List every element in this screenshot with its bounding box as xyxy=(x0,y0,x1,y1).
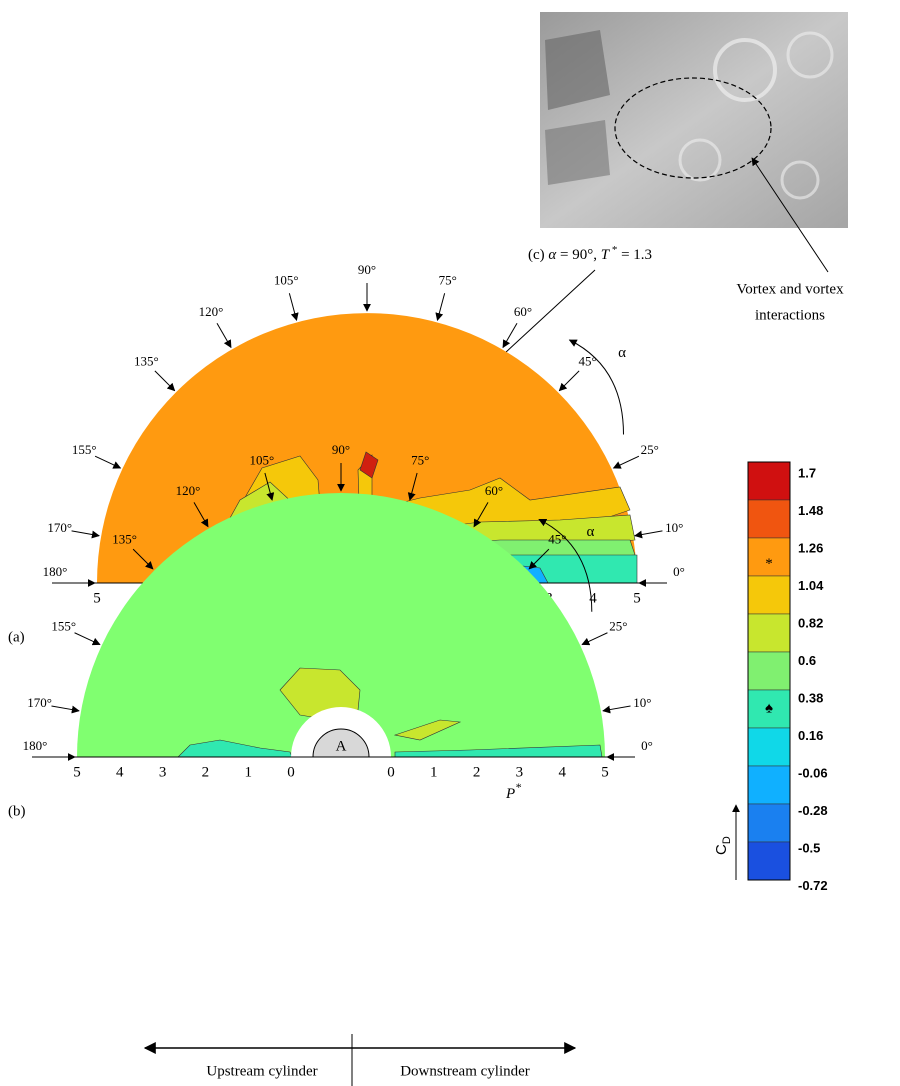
colorbar-band xyxy=(748,462,790,500)
upstream-label: Upstream cylinder xyxy=(206,1063,317,1079)
p-tick-label: 0 xyxy=(287,764,295,780)
angle-label: 25° xyxy=(641,442,659,457)
angle-label: 0° xyxy=(673,564,685,579)
p-tick-label: 5 xyxy=(73,764,81,780)
angle-label: 60° xyxy=(485,483,503,498)
colorbar-title: C xyxy=(713,844,730,855)
p-tick-label: 1 xyxy=(244,764,252,780)
p-tick-label: 4 xyxy=(116,764,124,780)
p-axis-sup: * xyxy=(515,780,521,794)
angle-label: 60° xyxy=(514,304,532,319)
angle-arrow xyxy=(75,633,100,645)
angle-arrow xyxy=(614,456,639,468)
angle-label: 155° xyxy=(51,619,76,634)
angle-label: 170° xyxy=(47,520,72,535)
figure: Vortex and vortex interactions (c) α = 9… xyxy=(0,0,900,1086)
angle-label: 135° xyxy=(112,532,137,547)
colorbar-title: CD xyxy=(713,836,733,855)
angle-arrow xyxy=(635,531,663,536)
colorbar-label: 0.38 xyxy=(798,690,823,705)
colorbar-label: 0.6 xyxy=(798,653,816,668)
p-tick-label: 3 xyxy=(159,764,167,780)
p-tick-label: 0 xyxy=(387,764,395,780)
angle-arrow xyxy=(559,371,579,391)
angle-label: 120° xyxy=(199,304,224,319)
angle-arrow xyxy=(95,456,120,468)
colorbar-sub: D xyxy=(721,836,733,844)
colorbar-band xyxy=(748,728,790,766)
annotation: Vortex and vortex xyxy=(736,281,844,297)
angle-label: 90° xyxy=(358,262,376,277)
angle-label: 180° xyxy=(43,564,68,579)
colorbar-label: 1.04 xyxy=(798,578,824,593)
angle-label: 25° xyxy=(609,619,627,634)
colorbar-band xyxy=(748,614,790,652)
angle-arrow xyxy=(155,371,175,391)
angle-label: 10° xyxy=(633,695,651,710)
angle-arrow xyxy=(217,323,231,347)
angle-label: 75° xyxy=(411,452,429,467)
angle-label: 10° xyxy=(665,520,683,535)
colorbar-label: 1.7 xyxy=(798,465,816,480)
colorbar-label: 1.48 xyxy=(798,503,823,518)
angle-arrow xyxy=(582,633,607,645)
cylinder-label: A xyxy=(336,738,347,754)
angle-label: 155° xyxy=(72,442,97,457)
p-tick-label: 5 xyxy=(93,590,101,606)
angle-arrow xyxy=(72,531,100,536)
angle-label: 120° xyxy=(176,483,201,498)
colorbar-label: -0.28 xyxy=(798,803,828,818)
p-tick-label: 5 xyxy=(633,590,641,606)
angle-label: 45° xyxy=(548,532,566,547)
colorbar-marker: ♠ xyxy=(765,700,773,716)
angle-label: 180° xyxy=(23,738,48,753)
colorbar-label: 1.26 xyxy=(798,540,823,555)
p-tick-label: 2 xyxy=(473,764,481,780)
angle-label: 105° xyxy=(274,273,299,288)
colorbar-band xyxy=(748,500,790,538)
p-tick-label: 1 xyxy=(430,764,438,780)
p-tick-label: 3 xyxy=(516,764,524,780)
photo xyxy=(540,12,848,228)
panel-label: (b) xyxy=(8,803,26,819)
alpha-label: α xyxy=(618,345,626,361)
colorbar-marker: * xyxy=(765,556,773,572)
colorbar-label: -0.72 xyxy=(798,878,828,893)
angle-label: 90° xyxy=(332,442,350,457)
annotation: interactions xyxy=(755,307,825,323)
colorbar-label: -0.06 xyxy=(798,765,828,780)
angle-label: 105° xyxy=(249,452,274,467)
downstream-label: Downstream cylinder xyxy=(400,1063,530,1079)
colorbar-band xyxy=(748,576,790,614)
colorbar-band xyxy=(748,766,790,804)
p-tick-label: 2 xyxy=(202,764,210,780)
angle-label: 45° xyxy=(579,353,597,368)
angle-label: 135° xyxy=(134,353,159,368)
caption-c: (c) α = 90°, T * = 1.3 xyxy=(528,244,652,264)
p-axis-label: P* xyxy=(505,780,521,803)
angle-label: 75° xyxy=(439,273,457,288)
p-tick-label: 4 xyxy=(558,764,566,780)
colorbar-band xyxy=(748,842,790,880)
angle-label: 0° xyxy=(641,738,653,753)
p-tick-label: 5 xyxy=(601,764,609,780)
cylinder-mask xyxy=(311,757,371,787)
colorbar-label: -0.5 xyxy=(798,840,820,855)
colorbar-label: 0.82 xyxy=(798,615,823,630)
angle-arrow xyxy=(437,293,444,320)
angle-arrow xyxy=(603,706,631,711)
colorbar-band xyxy=(748,804,790,842)
angle-label: 170° xyxy=(27,695,52,710)
angle-arrow xyxy=(289,293,296,320)
colorbar-band xyxy=(748,652,790,690)
p-axis-label: P xyxy=(505,786,515,802)
panel-label: (a) xyxy=(8,629,25,645)
angle-arrow xyxy=(51,706,79,711)
alpha-label: α xyxy=(587,524,595,540)
colorbar-label: 0.16 xyxy=(798,728,823,743)
